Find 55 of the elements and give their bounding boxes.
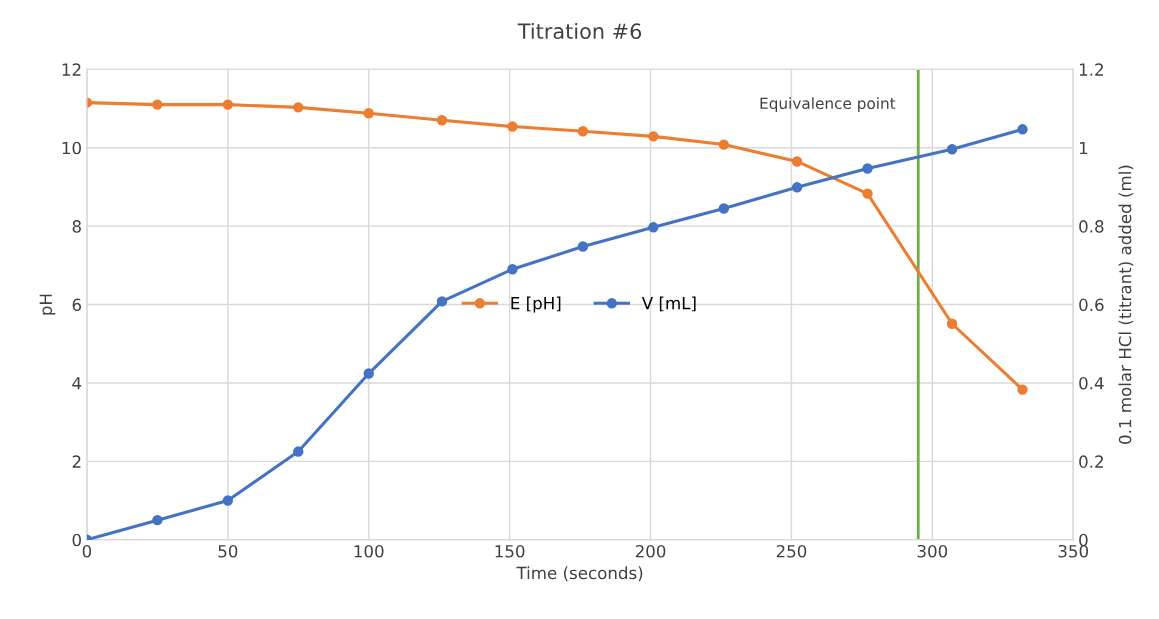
point [507, 121, 518, 132]
point [577, 241, 589, 252]
x-tick-label: 150 [495, 544, 525, 558]
point [293, 446, 304, 457]
x-tick-label: 50 [218, 544, 238, 558]
y2-tick-label: 0.4 [1079, 376, 1104, 390]
legend-label: V [mL] [641, 296, 696, 312]
x-axis-title: Time (seconds) [516, 566, 643, 582]
y-tick-label: 6 [72, 298, 82, 312]
point [791, 182, 803, 193]
chart-title: Titration #6 [517, 22, 642, 40]
point [946, 318, 958, 329]
point [293, 102, 304, 113]
x-tick-label: 300 [917, 544, 948, 558]
ref-line-label: Equivalence point [760, 97, 896, 112]
point [363, 108, 374, 119]
point [862, 163, 873, 174]
legend-label: E [pH] [511, 296, 561, 313]
point [436, 296, 448, 307]
x-tick-label: 250 [776, 544, 807, 558]
x-tick-label: 0 [82, 544, 92, 558]
y-tick-label: 12 [62, 63, 81, 76]
y2-tick-label: 1.2 [1079, 63, 1103, 76]
point [1017, 384, 1028, 395]
y2-axis-title: 0.1 molar HCl (titrant) added (ml) [1118, 165, 1134, 444]
x-tick-label: 200 [635, 544, 666, 558]
point [152, 99, 163, 110]
point [363, 368, 374, 379]
point [436, 115, 448, 126]
point [507, 264, 518, 275]
point [946, 144, 958, 155]
point [718, 139, 730, 150]
point [577, 126, 589, 137]
point [152, 514, 163, 526]
point [791, 156, 803, 167]
point [648, 131, 659, 142]
y-tick-label: 10 [62, 141, 81, 155]
y2-tick-label: 1 [1079, 141, 1088, 155]
y-tick-label: 0 [72, 533, 81, 547]
point [222, 495, 234, 506]
x-tick-label: 350 [1058, 544, 1089, 558]
y-tick-label: 8 [72, 220, 81, 233]
y2-tick-label: 0.2 [1079, 455, 1103, 468]
point [862, 188, 873, 199]
x-tick-label: 100 [354, 544, 384, 558]
y2-tick-label: 0.8 [1079, 220, 1104, 233]
y-tick-label: 4 [72, 377, 82, 390]
point [718, 203, 730, 214]
y2-tick-label: 0 [1079, 533, 1088, 547]
point [222, 99, 234, 110]
point [648, 222, 659, 233]
y-tick-label: 2 [72, 455, 81, 468]
y-axis-title: pH [39, 294, 56, 315]
y2-tick-label: 0.6 [1079, 298, 1104, 312]
point [1017, 124, 1028, 135]
